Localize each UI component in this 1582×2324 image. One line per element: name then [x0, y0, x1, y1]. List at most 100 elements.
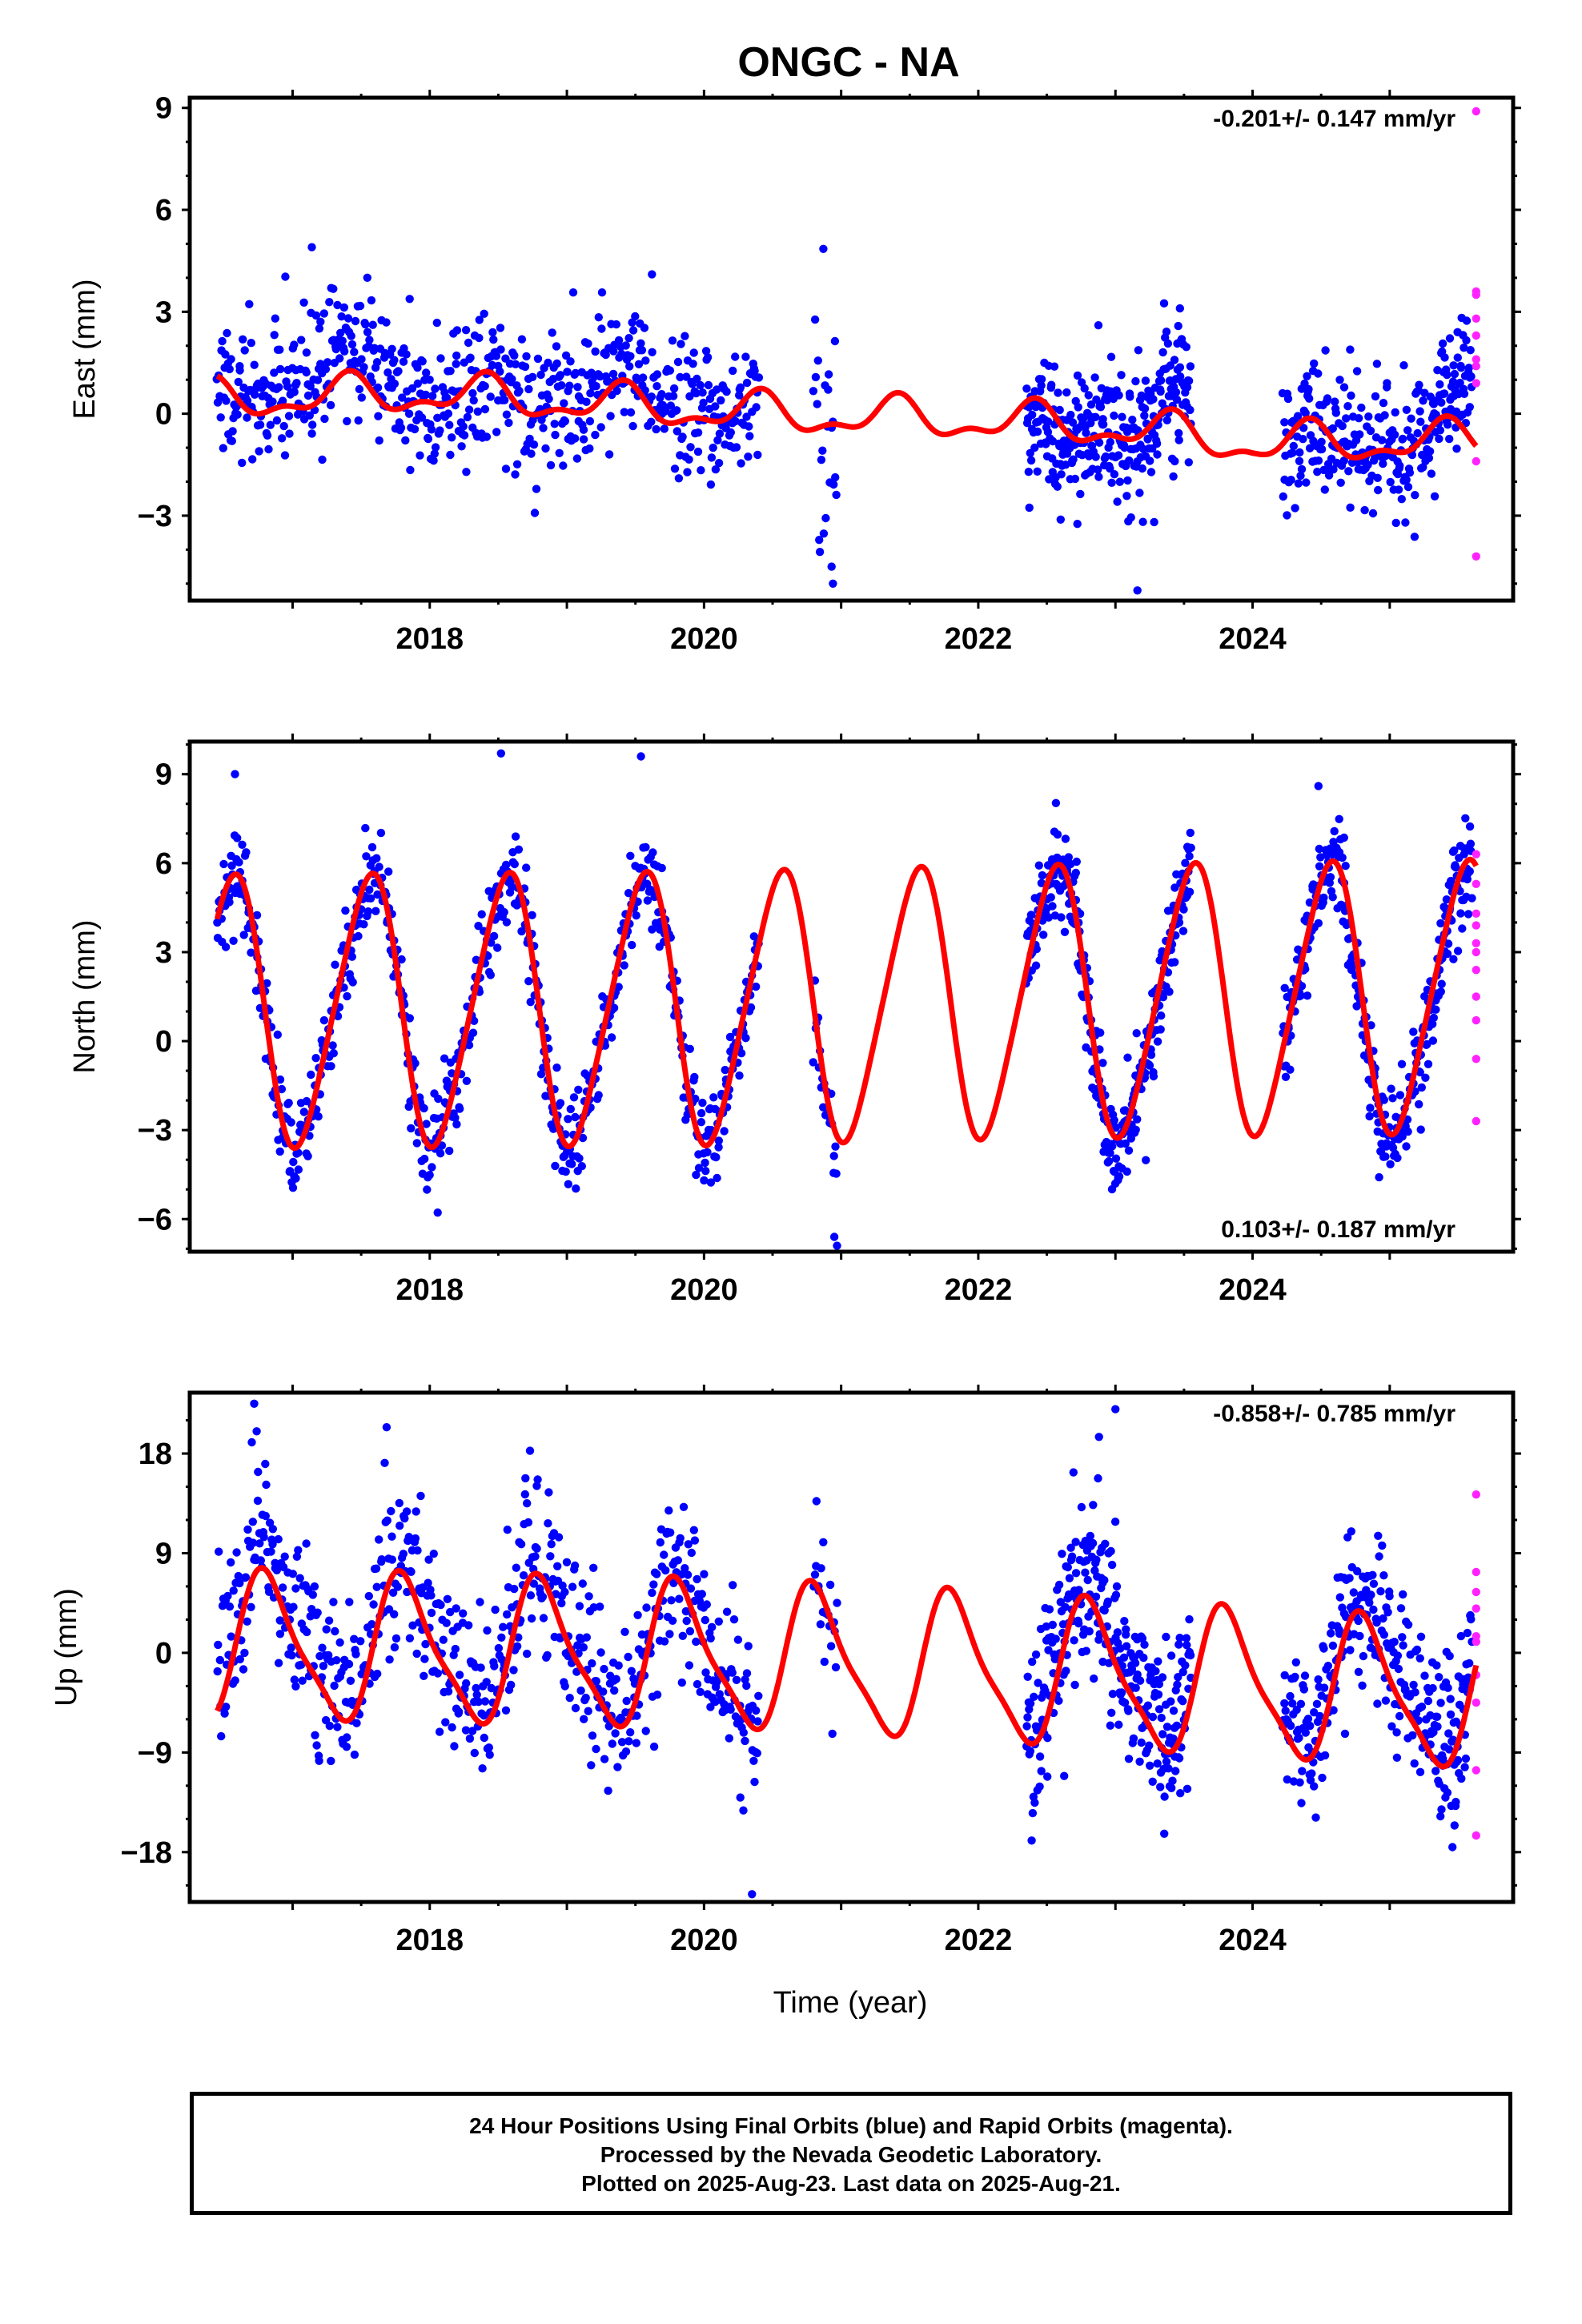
final-orbit-point [611, 1729, 620, 1738]
final-orbit-point [1154, 1705, 1164, 1714]
final-orbit-point [475, 333, 484, 343]
final-orbit-point [558, 1581, 567, 1590]
final-orbit-point [812, 1497, 821, 1506]
final-orbit-point [324, 1616, 334, 1625]
final-orbit-point [247, 1437, 256, 1447]
x-tick-label: 2018 [396, 622, 464, 656]
final-orbit-point [1146, 1761, 1154, 1770]
final-orbit-point [424, 434, 433, 444]
final-orbit-point [469, 396, 478, 405]
final-orbit-point [820, 1657, 829, 1667]
final-orbit-point [1293, 412, 1303, 420]
final-orbit-point [512, 1563, 520, 1572]
final-orbit-point [1094, 472, 1103, 481]
final-orbit-point [462, 468, 471, 476]
final-orbit-point [490, 1662, 499, 1671]
final-orbit-point [295, 1574, 304, 1582]
final-orbit-point [367, 1620, 376, 1629]
final-orbit-point [1374, 1531, 1383, 1541]
final-orbit-point [428, 392, 437, 400]
final-orbit-point [1074, 1618, 1083, 1628]
final-orbit-point [320, 414, 329, 424]
final-orbit-point [596, 372, 604, 381]
final-orbit-point [1181, 1661, 1190, 1670]
final-orbit-point [516, 1540, 526, 1549]
final-orbit-point [372, 854, 381, 862]
final-orbit-point [1091, 452, 1100, 461]
final-orbit-point [546, 1552, 555, 1561]
final-orbit-point [1094, 1474, 1102, 1483]
final-orbit-point [433, 1208, 442, 1217]
final-orbit-point [1413, 428, 1422, 438]
final-orbit-point [624, 334, 633, 343]
final-orbit-point [1176, 1789, 1185, 1798]
final-orbit-point [1371, 392, 1380, 401]
final-orbit-point [221, 943, 231, 951]
final-orbit-point [235, 858, 243, 866]
final-orbit-point [1345, 1574, 1354, 1582]
final-orbit-point [343, 1733, 351, 1742]
final-orbit-point [584, 1592, 593, 1601]
final-orbit-point [509, 1666, 518, 1675]
final-orbit-point [647, 392, 656, 401]
final-orbit-point [398, 393, 407, 402]
final-orbit-point [280, 1552, 289, 1561]
final-orbit-point [284, 412, 294, 420]
final-orbit-point [813, 400, 821, 408]
final-orbit-point [1073, 371, 1082, 380]
final-orbit-point [669, 392, 678, 400]
final-orbit-point [442, 1618, 451, 1627]
final-orbit-point [473, 407, 482, 416]
final-orbit-point [1101, 1539, 1110, 1549]
final-orbit-point [1023, 1672, 1032, 1681]
final-orbit-point [452, 360, 460, 368]
east-model-fit-line [215, 368, 1479, 461]
final-orbit-point [372, 1582, 381, 1591]
final-orbit-point [1138, 1634, 1147, 1643]
final-orbit-point [1053, 482, 1062, 491]
final-orbit-point [1184, 458, 1194, 467]
final-orbit-point [700, 1176, 709, 1185]
final-orbit-point [1375, 1172, 1383, 1182]
final-orbit-point [367, 842, 377, 852]
final-orbit-point [648, 925, 656, 934]
final-orbit-point [1443, 370, 1452, 380]
final-orbit-point [565, 381, 574, 390]
final-orbit-point [746, 1003, 756, 1012]
final-orbit-point [463, 412, 472, 422]
final-orbit-point [264, 444, 273, 454]
final-orbit-point [1386, 477, 1395, 487]
final-orbit-point [390, 1642, 400, 1652]
final-orbit-point [701, 347, 711, 356]
final-orbit-point [1174, 918, 1184, 927]
final-orbit-point [1313, 468, 1322, 476]
y-tick-label: 3 [155, 936, 172, 970]
final-orbit-point [674, 474, 684, 483]
final-orbit-point [1145, 1741, 1154, 1750]
final-orbit-point [372, 358, 382, 367]
final-orbit-point [455, 1671, 464, 1679]
final-orbit-point [1065, 1574, 1074, 1582]
final-orbit-point [333, 1723, 342, 1731]
final-orbit-point [1328, 1641, 1338, 1651]
final-orbit-point [544, 1488, 553, 1497]
final-orbit-point [683, 468, 692, 476]
final-orbit-point [1135, 1676, 1145, 1685]
final-orbit-point [1410, 533, 1419, 541]
final-orbit-point [496, 324, 505, 332]
final-orbit-point [1062, 388, 1071, 397]
final-orbit-point [684, 1540, 693, 1549]
north-rapid-orbit-points [1472, 850, 1481, 1126]
final-orbit-point [511, 360, 520, 368]
final-orbit-point [347, 952, 356, 961]
final-orbit-point [452, 351, 461, 360]
final-orbit-point [393, 1582, 403, 1591]
rapid-orbit-point [1472, 1587, 1481, 1597]
final-orbit-point [1044, 417, 1053, 426]
y-tick-label: 18 [139, 1437, 172, 1471]
final-orbit-point [1354, 1616, 1363, 1626]
y-tick-label: 6 [155, 194, 172, 227]
final-orbit-point [1103, 1597, 1113, 1606]
final-orbit-point [1034, 1679, 1042, 1687]
final-orbit-point [1437, 398, 1446, 407]
